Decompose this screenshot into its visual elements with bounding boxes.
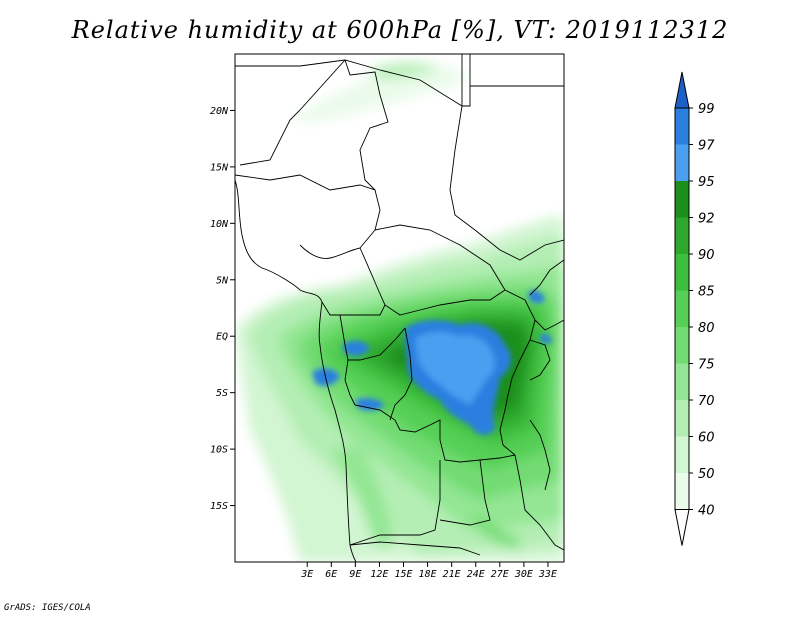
- latitude-axis: 20N 15N 10N 5N EQ 5S 10S 15S: [210, 106, 235, 512]
- lat-tick-label: 10S: [210, 445, 228, 456]
- saturated-region: [312, 290, 552, 436]
- colorbar-label: 90: [698, 248, 715, 263]
- colorbar-label: 92: [698, 212, 715, 227]
- colorbar-segment: [675, 254, 689, 291]
- colorbar-label: 70: [698, 394, 715, 409]
- lat-tick-label: 20N: [210, 106, 229, 117]
- lat-tick-label: 15S: [210, 501, 228, 512]
- lon-tick-label: 27E: [491, 569, 509, 580]
- borders: [235, 54, 564, 562]
- colorbar-label: 40: [698, 504, 715, 519]
- colorbar-segment: [675, 327, 689, 364]
- humidity-field: [235, 54, 564, 562]
- lon-tick-label: 21E: [443, 569, 461, 580]
- colorbar-segment: [675, 181, 689, 218]
- lon-tick-label: 24E: [467, 569, 485, 580]
- colorbar-segment: [675, 217, 689, 254]
- colorbar-bottom-arrow: [674, 509, 690, 546]
- lon-tick-label: 9E: [349, 569, 361, 580]
- colorbar-label: 50: [698, 467, 715, 482]
- colorbar-label: 85: [698, 285, 715, 300]
- lon-tick-label: 6E: [325, 569, 337, 580]
- colorbar-segment: [675, 363, 689, 400]
- colorbar-label: 97: [698, 139, 715, 154]
- colorbar: 99 97 95 92 90 85 80 75 70 60 50 40: [674, 71, 715, 546]
- colorbar-segment: [675, 400, 689, 437]
- lon-tick-label: 3E: [300, 569, 313, 580]
- lat-tick-label: EQ: [216, 332, 228, 343]
- lon-tick-label: 12E: [370, 569, 388, 580]
- colorbar-label: 60: [698, 431, 715, 446]
- lon-tick-label: 15E: [394, 569, 412, 580]
- map-title: Relative humidity at 600hPa [%], VT: 201…: [71, 16, 729, 44]
- lon-tick-label: 30E: [514, 569, 533, 580]
- colorbar-segment: [675, 436, 689, 473]
- grads-credit: GrADS: IGES/COLA: [4, 603, 91, 613]
- colorbar-top-arrow: [674, 71, 690, 109]
- colorbar-label: 80: [698, 321, 715, 336]
- lon-tick-label: 18E: [419, 569, 437, 580]
- longitude-axis: 3E 6E 9E 12E 15E 18E 21E 24E 27E 30E 33E: [300, 562, 557, 580]
- colorbar-segment: [675, 108, 689, 145]
- colorbar-label: 75: [698, 358, 715, 373]
- lat-tick-label: 10N: [210, 219, 229, 230]
- map-frame: [234, 53, 565, 563]
- lat-tick-label: 15N: [210, 162, 229, 173]
- lon-tick-label: 33E: [538, 569, 557, 580]
- colorbar-segment: [675, 290, 689, 327]
- lat-tick-label: 5N: [216, 275, 229, 286]
- colorbar-segment: [675, 473, 689, 510]
- lat-tick-label: 5S: [216, 388, 228, 399]
- colorbar-segment: [675, 144, 689, 181]
- colorbar-label: 95: [698, 175, 715, 190]
- colorbar-label: 99: [698, 102, 715, 117]
